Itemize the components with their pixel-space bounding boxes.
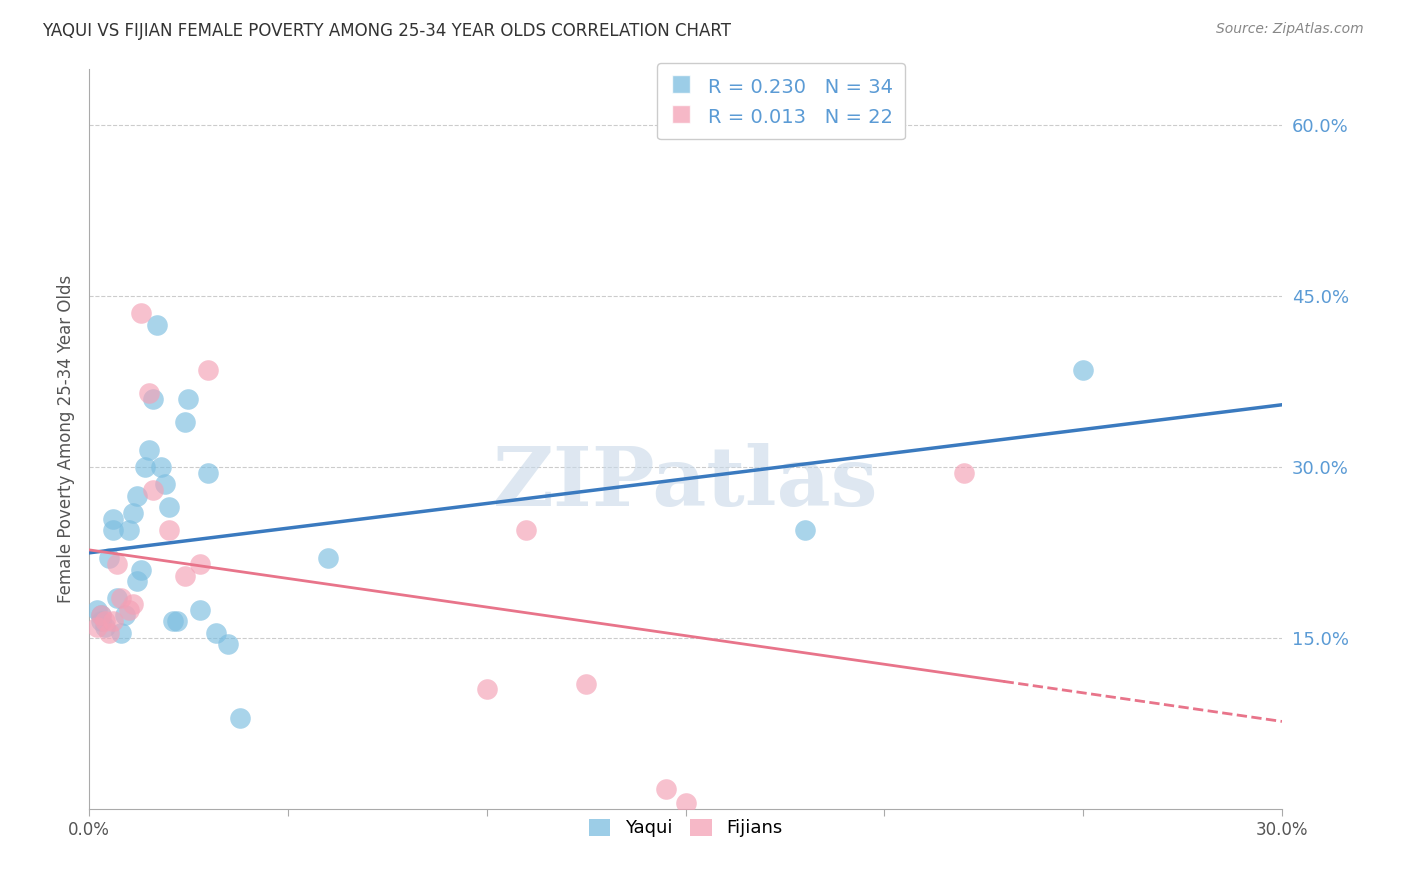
Point [105,591,128,606]
Point [575,677,598,691]
Point [153,477,176,491]
Point [86,620,108,634]
Point [101,614,124,628]
Y-axis label: Female Poverty Among 25-34 Year Olds: Female Poverty Among 25-34 Year Olds [58,275,75,603]
Point [101,523,124,537]
Point [475,682,498,697]
Point [675,797,697,811]
Point [138,386,160,401]
Point [101,511,124,525]
Point [173,415,195,429]
Point [142,392,165,406]
Point [229,711,252,725]
Point [953,466,976,480]
Point [110,625,132,640]
Point [205,625,228,640]
Point [90,614,112,628]
Point [515,523,537,537]
Point [197,363,219,377]
Point [121,506,143,520]
Point [197,466,219,480]
Text: YAQUI VS FIJIAN FEMALE POVERTY AMONG 25-34 YEAR OLDS CORRELATION CHART: YAQUI VS FIJIAN FEMALE POVERTY AMONG 25-… [42,22,731,40]
Point [190,557,212,571]
Point [90,608,112,623]
Point [1071,363,1094,377]
Point [97,625,120,640]
Point [134,460,156,475]
Point [110,591,132,606]
Point [94,620,117,634]
Point [97,551,120,566]
Point [173,568,195,582]
Point [145,318,167,332]
Point [121,597,143,611]
Point [125,489,148,503]
Point [86,603,108,617]
Point [217,637,239,651]
Point [118,523,141,537]
Point [157,523,180,537]
Point [138,443,160,458]
Point [118,603,141,617]
Point [125,574,148,589]
Point [177,392,200,406]
Point [129,563,152,577]
Point [114,608,136,623]
Point [166,614,188,628]
Legend: Yaqui, Fijians: Yaqui, Fijians [581,812,790,845]
Point [129,306,152,320]
Point [90,608,112,623]
Point [149,460,172,475]
Point [94,614,117,628]
Point [316,551,339,566]
Point [654,781,676,796]
Point [142,483,165,497]
Text: ZIPatlas: ZIPatlas [492,443,879,524]
Point [793,523,815,537]
Point [157,500,180,515]
Point [105,557,128,571]
Point [190,603,212,617]
Point [162,614,184,628]
Text: Source: ZipAtlas.com: Source: ZipAtlas.com [1216,22,1364,37]
